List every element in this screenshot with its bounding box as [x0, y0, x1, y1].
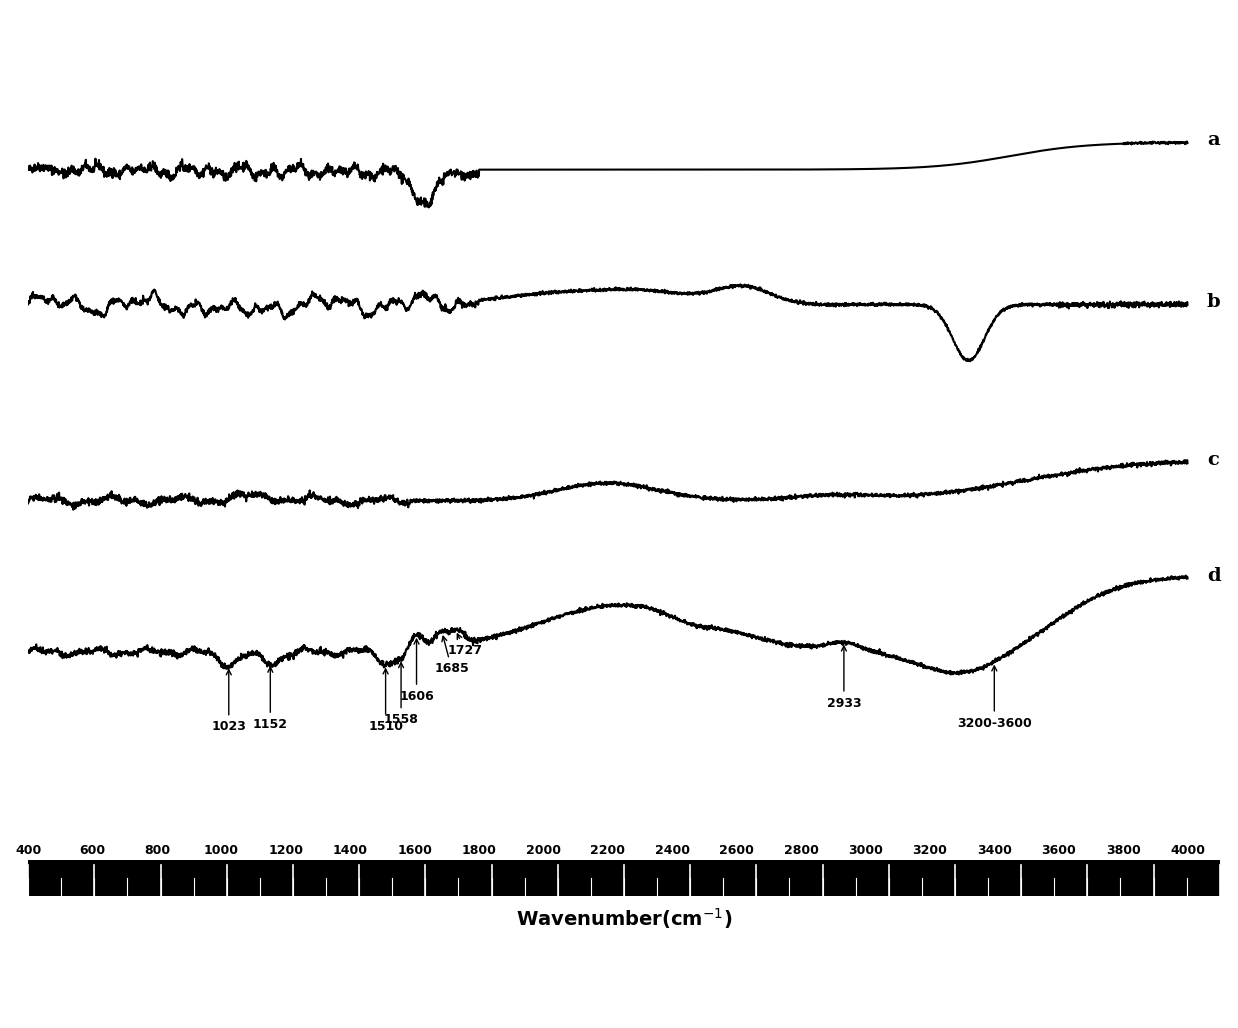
- Text: 1152: 1152: [253, 667, 287, 731]
- Text: 1685: 1685: [435, 636, 469, 675]
- Text: d: d: [1207, 566, 1221, 585]
- Text: 1023: 1023: [212, 670, 246, 733]
- Text: 2933: 2933: [827, 646, 862, 709]
- Text: 1606: 1606: [399, 639, 433, 703]
- Text: 1510: 1510: [368, 669, 404, 733]
- Text: 3200-3600: 3200-3600: [957, 666, 1031, 730]
- Text: 1727: 1727: [448, 634, 483, 657]
- Text: a: a: [1207, 132, 1219, 149]
- Text: 1558: 1558: [384, 663, 418, 726]
- Text: b: b: [1207, 293, 1221, 310]
- Text: c: c: [1207, 451, 1218, 470]
- X-axis label: Wavenumber(cm$^{-1}$): Wavenumber(cm$^{-1}$): [516, 906, 732, 930]
